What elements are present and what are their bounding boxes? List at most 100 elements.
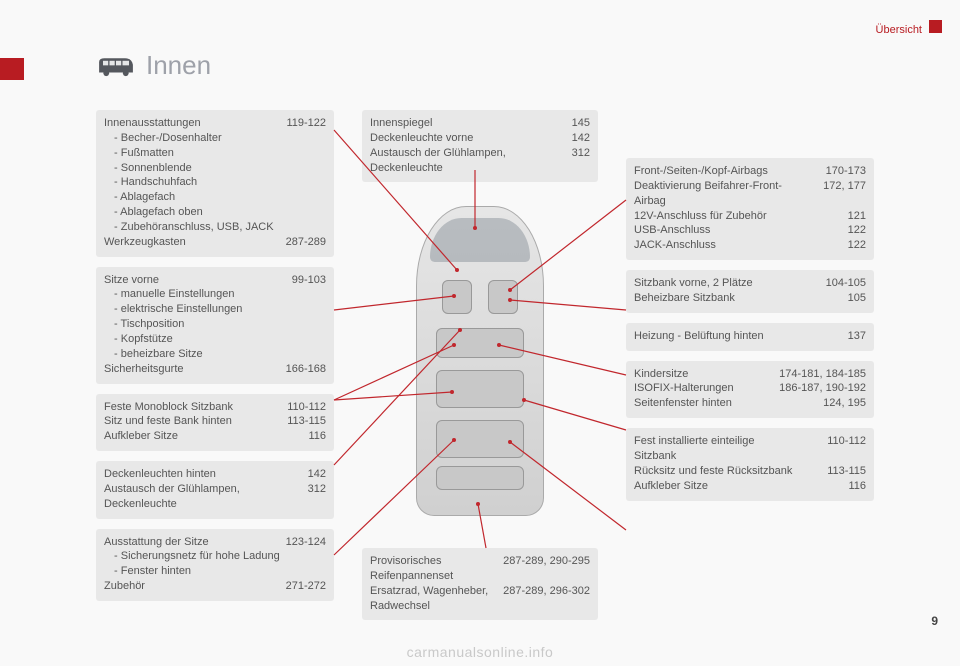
entry-row: Deaktivierung Beifahrer-Front- Airbag172… [634, 179, 866, 209]
entry-pages: 99-103 [292, 273, 326, 288]
entry-label: Zubehör [104, 579, 286, 594]
entry-label: ISOFIX-Halterungen [634, 381, 779, 396]
watermark: carmanualsonline.info [407, 644, 554, 660]
entry-pages: 123-124 [286, 535, 326, 550]
vehicle-bench-3 [436, 420, 524, 458]
entry-label: Ausstattung der Sitze [104, 535, 286, 550]
entry-subitem: Handschuhfach [104, 175, 326, 190]
entry-pages: 105 [848, 291, 866, 306]
entry-row: Fest installierte einteilige Sitzbank110… [634, 434, 866, 464]
entry-row: Zubehör271-272 [104, 579, 326, 594]
entry-pages: 174-181, 184-185 [779, 367, 866, 382]
info-box: Sitze vorne99-103manuelle Einstellungene… [96, 267, 334, 384]
info-box: Innenausstattungen119-122Becher-/Dosenha… [96, 110, 334, 257]
entry-label: Front-/Seiten-/Kopf-Airbags [634, 164, 826, 179]
entry-pages: 186-187, 190-192 [779, 381, 866, 396]
entry-row: Innenspiegel145 [370, 116, 590, 131]
vehicle-windshield [430, 218, 530, 262]
entry-row: Ausstattung der Sitze123-124 [104, 535, 326, 550]
title-row: Innen [96, 50, 211, 81]
entry-row: Sicherheitsgurte166-168 [104, 362, 326, 377]
entry-label: Feste Monoblock Sitzbank [104, 400, 287, 415]
page-number: 9 [931, 614, 938, 628]
info-box: Sitzbank vorne, 2 Plätze104-105Beheizbar… [626, 270, 874, 313]
info-box: Heizung - Belüftung hinten137 [626, 323, 874, 351]
entry-pages: 166-168 [286, 362, 326, 377]
entry-row: Feste Monoblock Sitzbank110-112 [104, 400, 326, 415]
entry-label: Sicherheitsgurte [104, 362, 286, 377]
entry-label: Provisorisches Reifenpannenset [370, 554, 503, 584]
entry-row: JACK-Anschluss122 [634, 238, 866, 253]
entry-row: Sitz und feste Bank hinten113-115 [104, 414, 326, 429]
van-icon [96, 53, 136, 79]
entry-row: USB-Anschluss122 [634, 223, 866, 238]
entry-label: Werkzeugkasten [104, 235, 286, 250]
entry-subitem: Ablagefach [104, 190, 326, 205]
vehicle-diagram [416, 198, 544, 528]
entry-pages: 122 [848, 238, 866, 253]
entry-pages: 137 [848, 329, 866, 344]
info-box: Kindersitze174-181, 184-185ISOFIX-Halter… [626, 361, 874, 419]
entry-subitem: beheizbare Sitze [104, 347, 326, 362]
entry-label: Aufkleber Sitze [104, 429, 308, 444]
right-column: Front-/Seiten-/Kopf-Airbags170-173Deakti… [626, 158, 874, 501]
entry-row: Sitzbank vorne, 2 Plätze104-105 [634, 276, 866, 291]
entry-pages: 122 [848, 223, 866, 238]
entry-pages: 121 [848, 209, 866, 224]
info-box: Fest installierte einteilige Sitzbank110… [626, 428, 874, 500]
entry-pages: 271-272 [286, 579, 326, 594]
entry-label: Deckenleuchten hinten [104, 467, 308, 482]
entry-subitem: Sonnenblende [104, 161, 326, 176]
entry-row: Heizung - Belüftung hinten137 [634, 329, 866, 344]
mid-bottom-box: Provisorisches Reifenpannenset287-289, 2… [362, 548, 598, 620]
info-box: Deckenleuchten hinten142Austausch der Gl… [96, 461, 334, 519]
section-marker-left [0, 58, 24, 80]
entry-label: Sitzbank vorne, 2 Plätze [634, 276, 826, 291]
entry-pages: 287-289 [286, 235, 326, 250]
entry-pages: 287-289, 290-295 [503, 554, 590, 584]
entry-label: Deaktivierung Beifahrer-Front- Airbag [634, 179, 823, 209]
section-marker-right [929, 20, 942, 33]
entry-row: Sitze vorne99-103 [104, 273, 326, 288]
entry-subitem: Sicherungsnetz für hohe Ladung [104, 549, 326, 564]
entry-pages: 119-122 [286, 116, 326, 131]
entry-pages: 116 [308, 429, 326, 444]
entry-row: Innenausstattungen119-122 [104, 116, 326, 131]
entry-label: Sitz und feste Bank hinten [104, 414, 287, 429]
entry-label: JACK-Anschluss [634, 238, 848, 253]
entry-pages: 110-112 [287, 400, 326, 415]
entry-subitem: manuelle Einstellungen [104, 287, 326, 302]
entry-label: Fest installierte einteilige Sitzbank [634, 434, 827, 464]
entry-pages: 142 [308, 467, 326, 482]
entry-row: Rücksitz und feste Rücksitzbank113-115 [634, 464, 866, 479]
info-box: Ausstattung der Sitze123-124Sicherungsne… [96, 529, 334, 601]
entry-row: Provisorisches Reifenpannenset287-289, 2… [370, 554, 590, 584]
entry-label: Deckenleuchte vorne [370, 131, 572, 146]
entry-pages: 172, 177 [823, 179, 866, 209]
entry-label: Seitenfenster hinten [634, 396, 823, 411]
left-column: Innenausstattungen119-122Becher-/Dosenha… [96, 110, 334, 601]
entry-label: USB-Anschluss [634, 223, 848, 238]
entry-pages: 142 [572, 131, 590, 146]
entry-label: Heizung - Belüftung hinten [634, 329, 848, 344]
entry-label: Aufkleber Sitze [634, 479, 848, 494]
entry-row: Deckenleuchten hinten142 [104, 467, 326, 482]
vehicle-seat-front-left [442, 280, 472, 314]
entry-pages: 124, 195 [823, 396, 866, 411]
entry-label: Austausch der Glühlampen, Deckenleuchte [370, 146, 572, 176]
vehicle-seat-front-right [488, 280, 518, 314]
entry-row: Deckenleuchte vorne142 [370, 131, 590, 146]
entry-row: Beheizbare Sitzbank105 [634, 291, 866, 306]
entry-label: Rücksitz und feste Rücksitzbank [634, 464, 827, 479]
entry-row: Austausch der Glühlampen, Deckenleuchte3… [104, 482, 326, 512]
entry-row: Aufkleber Sitze116 [634, 479, 866, 494]
entry-row: Front-/Seiten-/Kopf-Airbags170-173 [634, 164, 866, 179]
entry-pages: 312 [308, 482, 326, 512]
entry-pages: 104-105 [826, 276, 866, 291]
entry-label: Austausch der Glühlampen, Deckenleuchte [104, 482, 308, 512]
entry-subitem: Fenster hinten [104, 564, 326, 579]
mid-top-box: Innenspiegel145Deckenleuchte vorne142Aus… [362, 110, 598, 182]
entry-row: Seitenfenster hinten124, 195 [634, 396, 866, 411]
entry-label: Innenausstattungen [104, 116, 286, 131]
section-header: Übersicht [876, 24, 922, 36]
